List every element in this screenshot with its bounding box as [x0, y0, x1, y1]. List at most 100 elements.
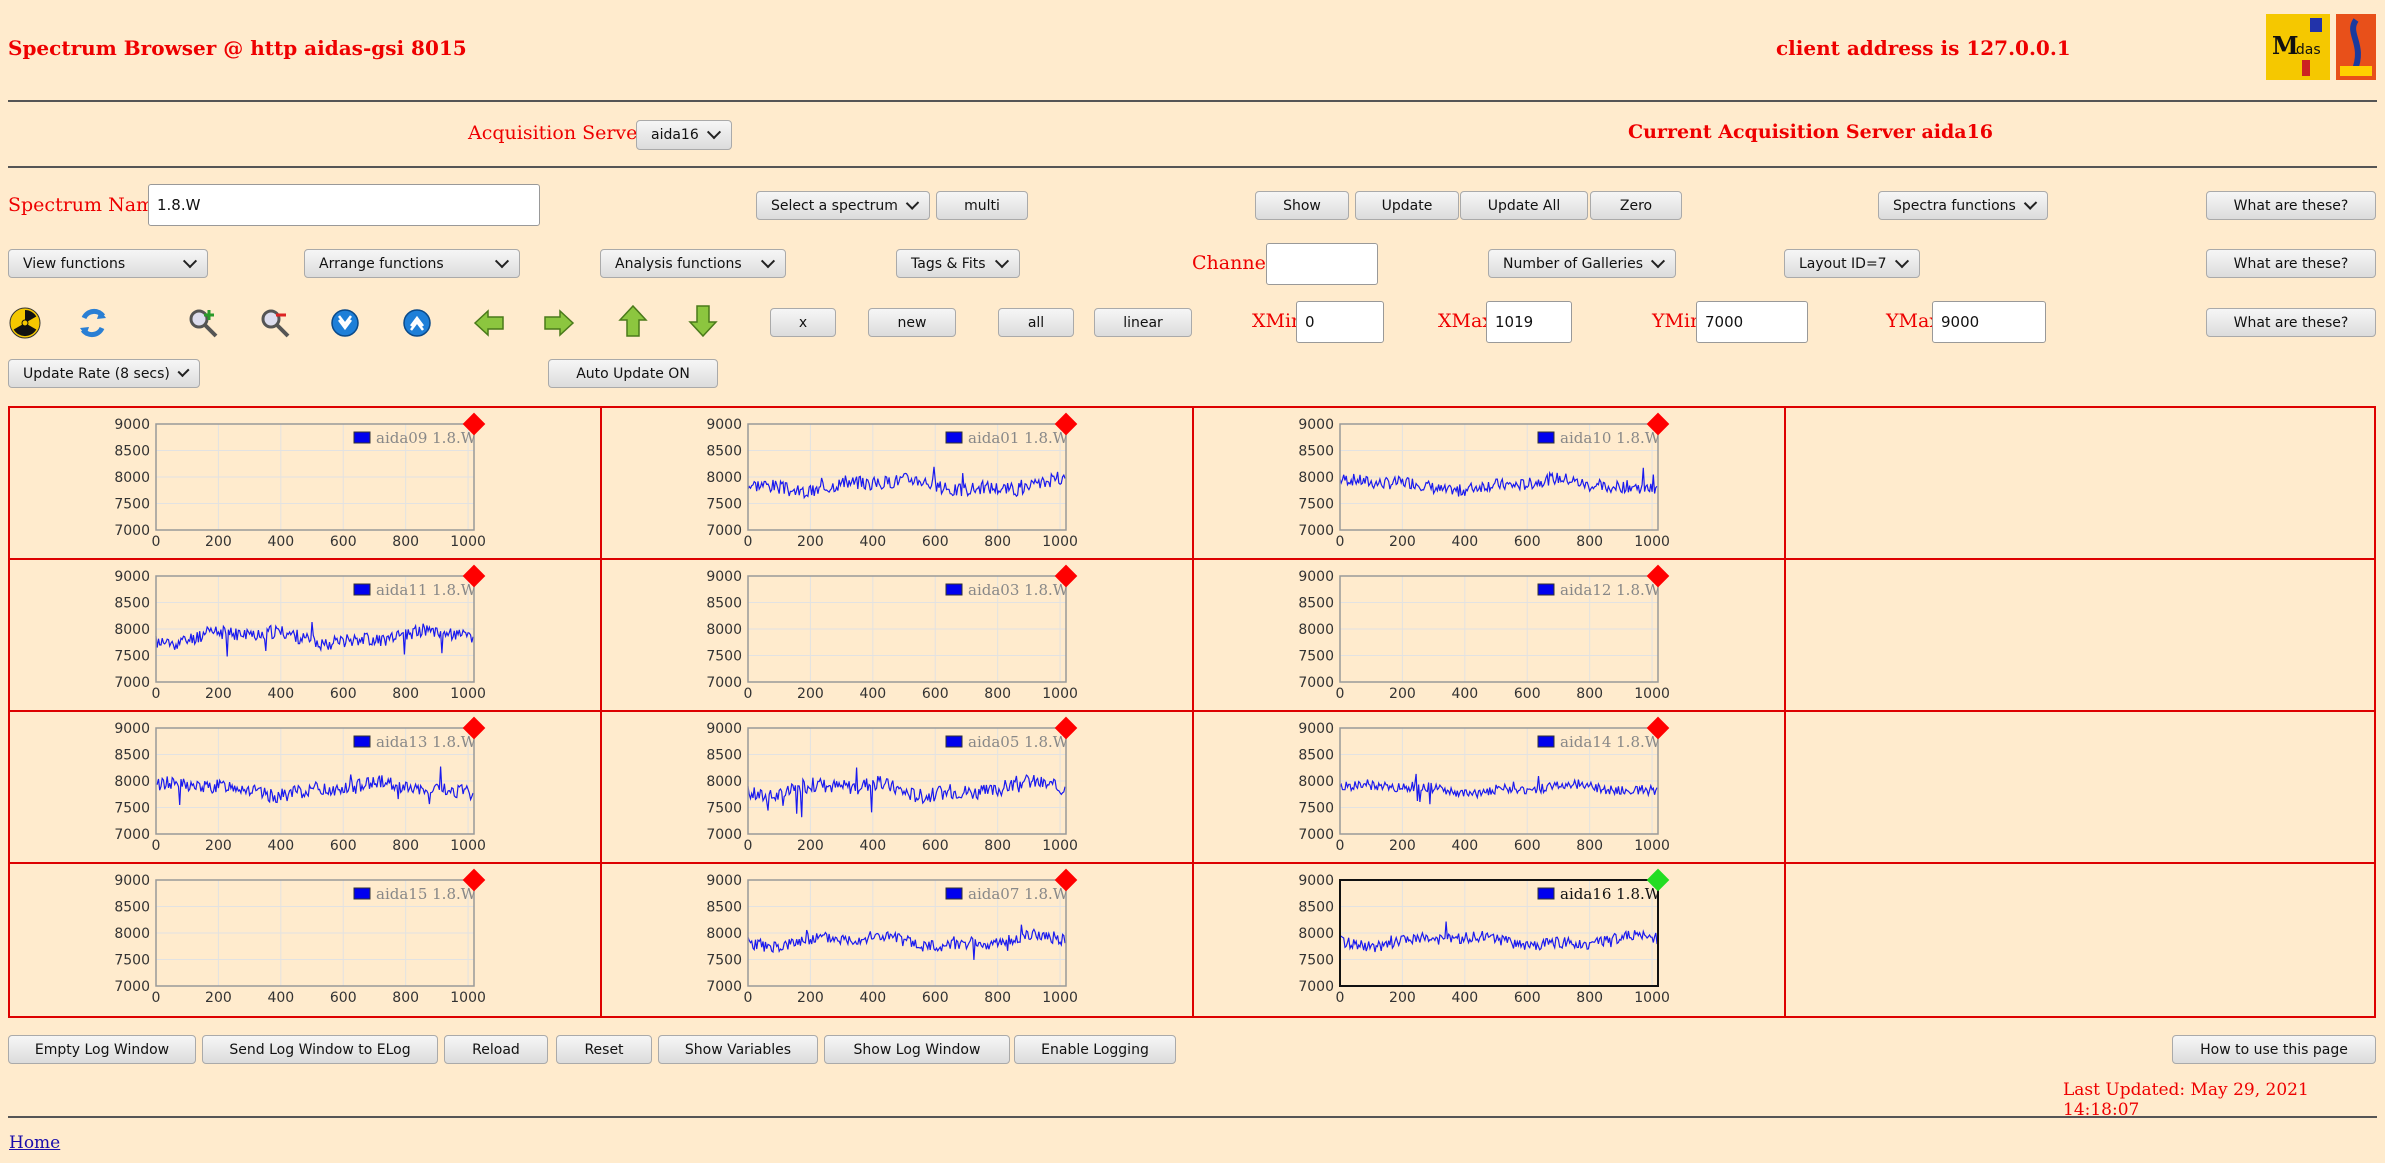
y-tick-label: 8000: [1298, 470, 1334, 486]
acquisition-server-select[interactable]: aida16: [636, 120, 732, 150]
show-variables-button[interactable]: Show Variables: [658, 1035, 818, 1064]
spectrum-chart[interactable]: 0 200 400 600 800 1000 9000 8500 8000 7500 7000 aid…: [10, 712, 600, 862]
gallery-cell[interactable]: 0 200 400 600 800 1000 9000 8500 8000 7500 7000 aid…: [602, 712, 1194, 864]
channel-input[interactable]: [1266, 243, 1378, 285]
update-rate-dropdown[interactable]: Update Rate (8 secs): [8, 359, 200, 388]
arrow-down-icon[interactable]: [686, 304, 720, 338]
linear-button[interactable]: linear: [1094, 308, 1192, 337]
enable-logging-button[interactable]: Enable Logging: [1014, 1035, 1176, 1064]
xmin-input[interactable]: 0: [1296, 301, 1384, 343]
new-button[interactable]: new: [868, 308, 956, 337]
spectrum-chart[interactable]: 0 200 400 600 800 1000 9000 8500 8000 7500 7000 aid…: [602, 408, 1192, 558]
spectrum-trace: [155, 766, 474, 806]
y-tick-label: 8500: [1298, 596, 1334, 612]
channel-label: Channel:: [1192, 252, 1279, 274]
spectrum-chart[interactable]: 0 200 400 600 800 1000 9000 8500 8000 7500 7000 aid…: [602, 712, 1192, 862]
spectrum-chart[interactable]: 0 200 400 600 800 1000 9000 8500 8000 7500 7000 aid…: [602, 560, 1192, 710]
radiation-icon[interactable]: [8, 306, 42, 340]
gallery-cell[interactable]: 0 200 400 600 800 1000 9000 8500 8000 7500 7000 aid…: [602, 560, 1194, 712]
y-tick-label: 8000: [114, 470, 150, 486]
arrow-up-icon[interactable]: [616, 304, 650, 338]
arrange-functions-dropdown[interactable]: Arrange functions: [304, 249, 520, 278]
gallery-cell[interactable]: 0 200 400 600 800 1000 9000 8500 8000 7500 7000 aid…: [1194, 408, 1786, 560]
x-tick-label: 200: [797, 686, 824, 702]
number-of-galleries-dropdown[interactable]: Number of Galleries: [1488, 249, 1676, 278]
reset-button[interactable]: Reset: [556, 1035, 652, 1064]
gallery-cell[interactable]: [1786, 408, 2374, 560]
x-tick-label: 1000: [1634, 534, 1670, 550]
gallery-cell[interactable]: 0 200 400 600 800 1000 9000 8500 8000 7500 7000 aid…: [10, 408, 602, 560]
y-tick-label: 9000: [706, 721, 742, 737]
gallery-cell[interactable]: 0 200 400 600 800 1000 9000 8500 8000 7500 7000 aid…: [602, 864, 1194, 1016]
y-tick-label: 8500: [114, 444, 150, 460]
gallery-cell[interactable]: 0 200 400 600 800 1000 9000 8500 8000 7500 7000 aid…: [10, 712, 602, 864]
blue-circle-up-icon[interactable]: [400, 306, 434, 340]
gallery-cell[interactable]: 0 200 400 600 800 1000 9000 8500 8000 7500 7000 aid…: [1194, 864, 1786, 1016]
y-tick-label: 7000: [706, 675, 742, 691]
spectrum-chart[interactable]: 0 200 400 600 800 1000 9000 8500 8000 7500 7000 aid…: [10, 408, 600, 558]
last-updated: Last Updated: May 29, 2021 14:18:07: [2063, 1080, 2309, 1120]
help-button[interactable]: What are these?: [2206, 308, 2376, 337]
tags-fits-dropdown[interactable]: Tags & Fits: [896, 249, 1020, 278]
zero-button[interactable]: Zero: [1590, 191, 1682, 220]
spectra-functions-dropdown[interactable]: Spectra functions: [1878, 191, 2048, 220]
ymax-input[interactable]: 9000: [1932, 301, 2046, 343]
blue-circle-down-icon[interactable]: [328, 306, 362, 340]
spectrum-chart[interactable]: 0 200 400 600 800 1000 9000 8500 8000 7500 7000 aid…: [1194, 864, 1784, 1014]
gallery-cell[interactable]: [1786, 560, 2374, 712]
update-button[interactable]: Update: [1355, 191, 1459, 220]
spectrum-name-input[interactable]: 1.8.W: [148, 184, 540, 226]
how-to-use-button[interactable]: How to use this page: [2172, 1035, 2376, 1064]
multi-button[interactable]: multi: [936, 191, 1028, 220]
gallery-cell[interactable]: 0 200 400 600 800 1000 9000 8500 8000 7500 7000 aid…: [1194, 560, 1786, 712]
layout-id-dropdown[interactable]: Layout ID=7: [1784, 249, 1920, 278]
x-tick-label: 800: [1576, 534, 1603, 550]
gallery-cell[interactable]: [1786, 712, 2374, 864]
page-title: Spectrum Browser @ http aidas-gsi 8015: [8, 36, 467, 60]
chart-legend: aida15 1.8.W: [376, 885, 477, 903]
y-tick-label: 8000: [1298, 926, 1334, 942]
home-link[interactable]: Home: [9, 1133, 61, 1153]
reload-button[interactable]: Reload: [444, 1035, 548, 1064]
gallery-cell[interactable]: [1786, 864, 2374, 1016]
x-tick-label: 400: [1451, 990, 1478, 1006]
zoom-in-icon[interactable]: [186, 306, 220, 340]
update-all-button[interactable]: Update All: [1460, 191, 1588, 220]
arrow-right-icon[interactable]: [542, 306, 576, 340]
xmax-input[interactable]: 1019: [1486, 301, 1572, 343]
select-spectrum-label: Select a spectrum: [771, 197, 898, 214]
x-tick-label: 600: [330, 990, 357, 1006]
analysis-functions-dropdown[interactable]: Analysis functions: [600, 249, 786, 278]
gallery-cell[interactable]: 0 200 400 600 800 1000 9000 8500 8000 7500 7000 aid…: [10, 560, 602, 712]
current-server: Current Acquisition Server aida16: [1628, 121, 1994, 143]
spectrum-chart[interactable]: 0 200 400 600 800 1000 9000 8500 8000 7500 7000 aid…: [10, 864, 600, 1014]
y-tick-label: 7500: [706, 953, 742, 969]
empty-log-button[interactable]: Empty Log Window: [8, 1035, 196, 1064]
select-spectrum-dropdown[interactable]: Select a spectrum: [756, 191, 930, 220]
help-button[interactable]: What are these?: [2206, 249, 2376, 278]
arrow-left-icon[interactable]: [472, 306, 506, 340]
ymin-input[interactable]: 7000: [1696, 301, 1808, 343]
auto-update-button[interactable]: Auto Update ON: [548, 359, 718, 388]
y-tick-label: 9000: [706, 569, 742, 585]
show-log-window-button[interactable]: Show Log Window: [824, 1035, 1010, 1064]
y-tick-label: 9000: [114, 721, 150, 737]
x-tick-label: 400: [1451, 534, 1478, 550]
spectrum-chart[interactable]: 0 200 400 600 800 1000 9000 8500 8000 7500 7000 aid…: [10, 560, 600, 710]
help-button[interactable]: What are these?: [2206, 191, 2376, 220]
spectrum-chart[interactable]: 0 200 400 600 800 1000 9000 8500 8000 7500 7000 aid…: [1194, 712, 1784, 862]
gallery-cell[interactable]: 0 200 400 600 800 1000 9000 8500 8000 7500 7000 aid…: [602, 408, 1194, 560]
spectrum-chart[interactable]: 0 200 400 600 800 1000 9000 8500 8000 7500 7000 aid…: [602, 864, 1192, 1014]
show-button[interactable]: Show: [1255, 191, 1349, 220]
gallery-cell[interactable]: 0 200 400 600 800 1000 9000 8500 8000 7500 7000 aid…: [10, 864, 602, 1016]
zoom-out-icon[interactable]: [258, 306, 292, 340]
view-functions-dropdown[interactable]: View functions: [8, 249, 208, 278]
spectrum-chart[interactable]: 0 200 400 600 800 1000 9000 8500 8000 7500 7000 aid…: [1194, 560, 1784, 710]
spectrum-chart[interactable]: 0 200 400 600 800 1000 9000 8500 8000 7500 7000 aid…: [1194, 408, 1784, 558]
all-button[interactable]: all: [998, 308, 1074, 337]
x-button[interactable]: x: [770, 308, 836, 337]
gallery-cell[interactable]: 0 200 400 600 800 1000 9000 8500 8000 7500 7000 aid…: [1194, 712, 1786, 864]
refresh-icon[interactable]: [76, 306, 110, 340]
divider: [8, 100, 2377, 102]
send-log-button[interactable]: Send Log Window to ELog: [202, 1035, 438, 1064]
